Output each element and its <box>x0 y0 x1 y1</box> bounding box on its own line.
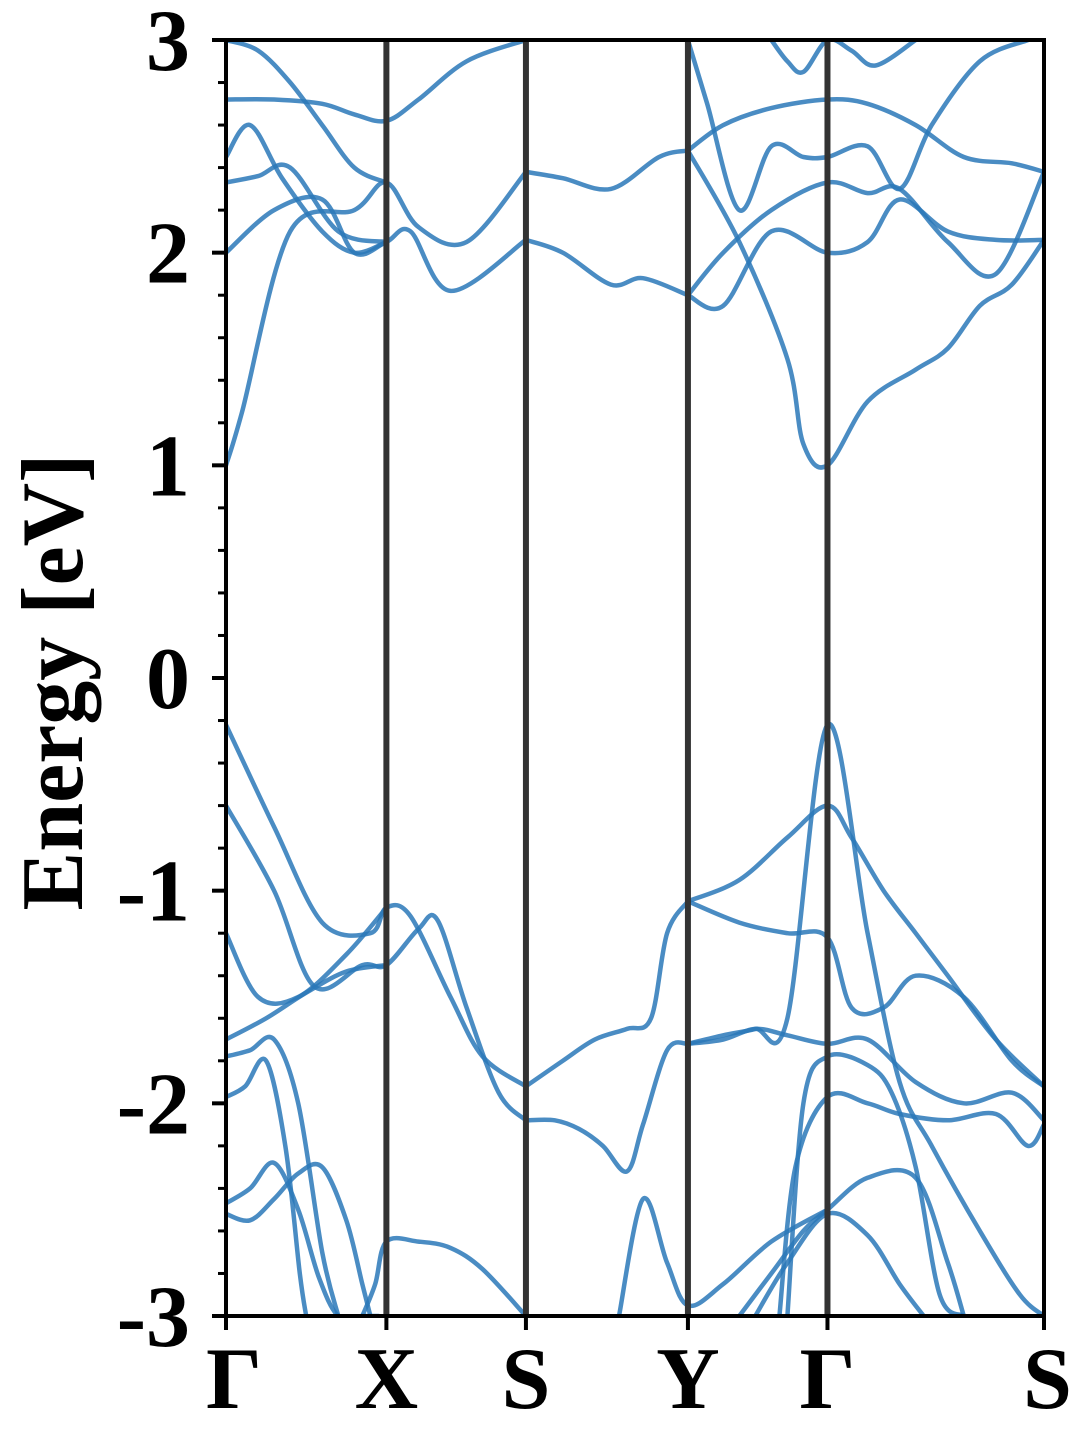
band-line-12 <box>616 1195 830 1316</box>
band-line-27 <box>523 148 691 192</box>
band-line-26 <box>226 40 389 185</box>
y-tick-label-7: -3 <box>117 1269 190 1366</box>
band-line-14 <box>685 899 1044 1089</box>
band-line-18 <box>777 1090 1044 1316</box>
band-line-20 <box>753 1210 926 1316</box>
band-line-29 <box>685 169 1044 298</box>
band-line-24 <box>226 122 389 256</box>
x-tick-label-6: S <box>1023 1331 1072 1428</box>
y-axis-label: Energy [eV] <box>5 454 102 911</box>
x-tick-label-1: Γ <box>206 1331 262 1428</box>
band-line-3 <box>226 905 389 1006</box>
band-line-25 <box>226 40 529 124</box>
x-tick-label-5: Γ <box>799 1331 855 1428</box>
y-tick-label-5: -1 <box>117 844 190 941</box>
band-line-31 <box>685 97 1044 175</box>
x-tick-label-2: X <box>355 1331 419 1428</box>
band-line-1 <box>226 722 529 1089</box>
band-line-23 <box>226 162 389 245</box>
band-line-6 <box>226 1056 309 1316</box>
band-line-30 <box>685 197 1044 312</box>
band-line-15 <box>685 721 1044 1316</box>
y-ticks-group: 3 2 1 0 -1 -2 -3 <box>117 0 226 1366</box>
band-line-17 <box>785 1052 967 1316</box>
x-tick-label-4: Y <box>656 1331 720 1428</box>
band-line-8 <box>226 1161 373 1316</box>
y-tick-label-2: 2 <box>146 206 190 303</box>
band-line-7 <box>226 1160 381 1316</box>
band-line-2 <box>226 803 529 1123</box>
band-line-34 <box>769 40 918 75</box>
band-line-4 <box>226 962 389 1042</box>
y-tick-label-1: 3 <box>146 0 190 90</box>
band-line-13 <box>685 803 1044 1089</box>
band-line-11 <box>523 1040 691 1174</box>
band-line-28 <box>523 237 691 298</box>
band-line-21 <box>226 169 529 468</box>
band-line-22 <box>226 194 529 294</box>
bands-group <box>226 40 1044 1316</box>
band-line-16 <box>685 1026 1044 1123</box>
y-tick-label-3: 1 <box>146 418 190 515</box>
band-line-10 <box>523 899 691 1089</box>
band-line-32 <box>685 148 1044 470</box>
band-line-5 <box>226 1034 341 1316</box>
y-tick-label-4: 0 <box>146 631 190 728</box>
band-line-19 <box>737 1167 967 1316</box>
kpoint-lines-group <box>383 40 831 1316</box>
x-tick-label-3: S <box>501 1331 550 1428</box>
y-tick-label-6: -2 <box>117 1056 190 1153</box>
band-line-33 <box>685 40 1031 213</box>
plot-frame <box>224 38 1046 1318</box>
band-line-9 <box>360 1235 529 1316</box>
